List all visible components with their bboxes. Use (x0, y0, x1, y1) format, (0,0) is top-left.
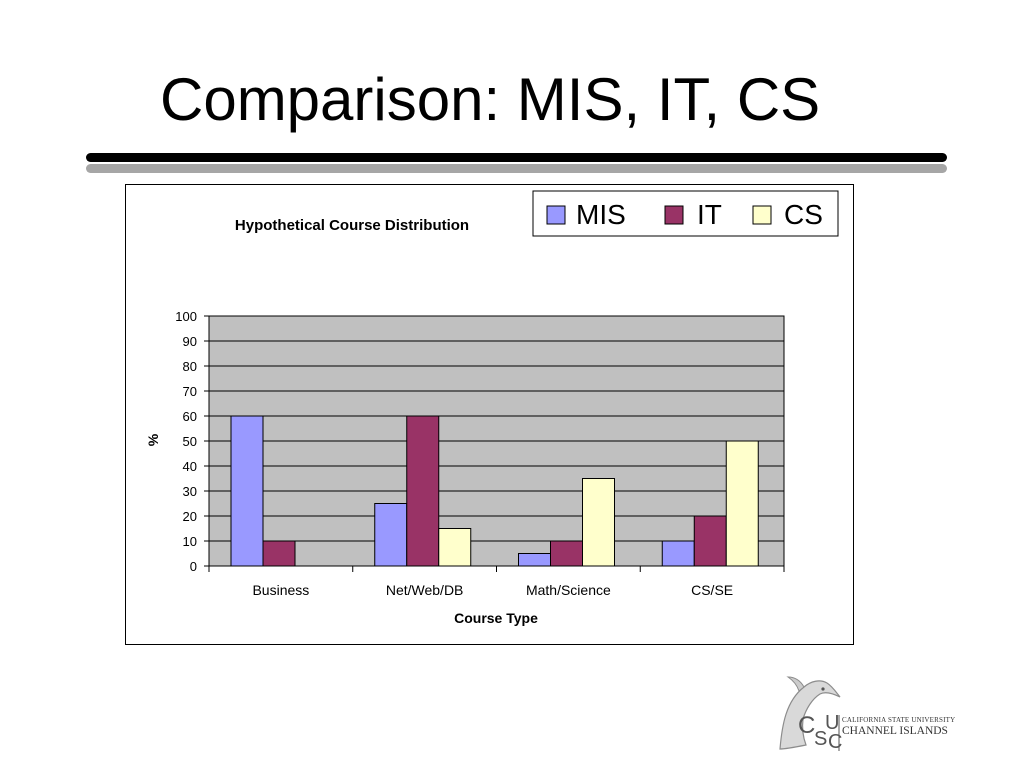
dolphin-icon: C S U C (779, 676, 842, 753)
bar-mis (374, 503, 408, 567)
slide-title: Comparison: MIS, IT, CS (160, 66, 821, 133)
bar-mis (230, 415, 264, 567)
svg-text:S: S (814, 728, 827, 750)
x-tick-label: Math/Science (526, 582, 611, 598)
bar-it (550, 540, 583, 567)
y-tick-label: 100 (175, 309, 197, 324)
x-tick-label: Business (252, 582, 309, 598)
bar-cs (725, 440, 759, 567)
svg-text:C: C (828, 731, 842, 752)
legend-swatch-it (664, 205, 684, 225)
bar-it (262, 540, 296, 567)
y-tick-label: 90 (183, 334, 197, 349)
legend-label-mis: MIS (576, 199, 626, 230)
legend: MIS IT CS (532, 190, 839, 237)
title-divider-gray (86, 164, 947, 173)
bar-it (693, 515, 727, 567)
svg-text:U: U (825, 712, 839, 734)
legend-swatch-mis (546, 205, 566, 225)
bar-mis (661, 540, 695, 567)
y-tick-label: 70 (183, 384, 197, 399)
y-axis-label: % (145, 433, 161, 446)
bar-cs (582, 478, 615, 567)
x-tick-label: Net/Web/DB (386, 582, 464, 598)
svg-text:C: C (798, 712, 815, 739)
legend-label-cs: CS (784, 199, 823, 230)
y-tick-label: 0 (190, 559, 197, 574)
x-tick-label: CS/SE (691, 582, 733, 598)
university-logo: C S U C CALIFORNIA STATE UNIVERSITY CHAN… (776, 675, 955, 753)
legend-label-it: IT (697, 199, 722, 230)
bar-chart: Hypothetical Course Distribution MIS IT … (145, 190, 839, 626)
logo-text-line1: CALIFORNIA STATE UNIVERSITY (842, 716, 956, 724)
y-tick-label: 60 (183, 409, 197, 424)
y-tick-label: 30 (183, 484, 197, 499)
x-axis-label: Course Type (454, 610, 538, 626)
legend-swatch-cs (752, 205, 772, 225)
logo-text-line2: CHANNEL ISLANDS (842, 725, 948, 737)
legend-frame (532, 190, 839, 237)
bar-mis (518, 553, 551, 567)
y-tick-label: 50 (183, 434, 197, 449)
chart-frame: Hypothetical Course Distribution MIS IT … (125, 184, 854, 645)
y-tick-label: 20 (183, 509, 197, 524)
chart-title: Hypothetical Course Distribution (235, 217, 469, 234)
bar-cs (438, 528, 472, 567)
title-divider-black (86, 153, 947, 162)
plot-area: 0 10 20 30 40 50 60 70 80 90 100 Business Net/Web/DB… (175, 309, 785, 598)
y-tick-label: 10 (183, 534, 197, 549)
bar-it (406, 415, 440, 567)
y-tick-label: 40 (183, 459, 197, 474)
y-tick-label: 80 (183, 359, 197, 374)
